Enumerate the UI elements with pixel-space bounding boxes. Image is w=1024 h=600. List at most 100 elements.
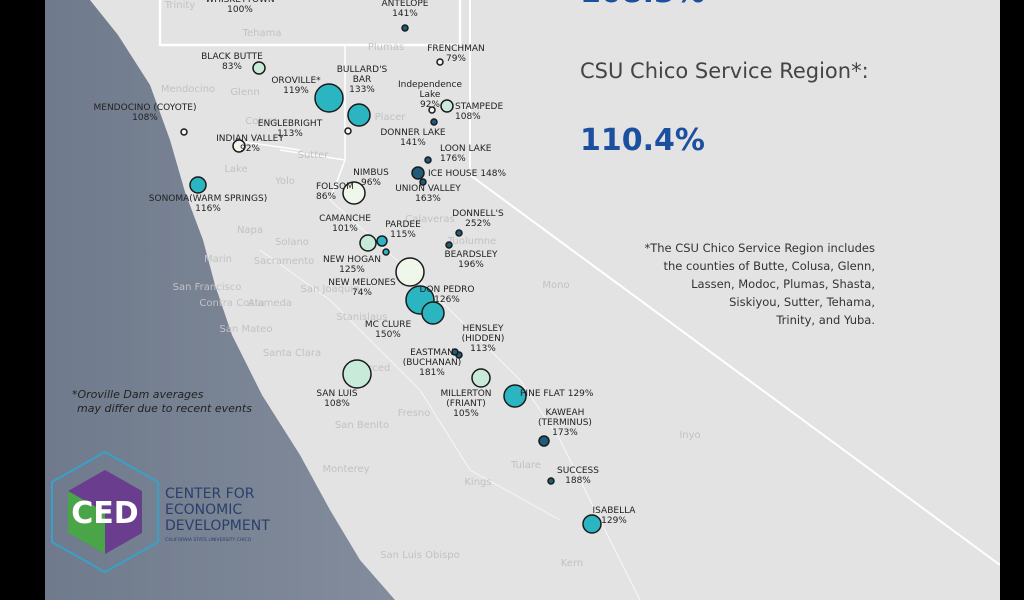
reservoir-marker bbox=[382, 248, 390, 256]
reservoir-name: NIMBUS bbox=[353, 168, 389, 178]
reservoir-name: KAWEAH bbox=[546, 408, 585, 418]
reservoir-pct: 176% bbox=[440, 154, 466, 164]
reservoir-name: HENSLEY bbox=[462, 324, 504, 334]
reservoir-pct: 148% bbox=[480, 169, 506, 179]
reservoir-marker bbox=[419, 178, 427, 186]
reservoir-pct: 173% bbox=[552, 428, 578, 438]
reservoir-pct: 129% bbox=[601, 516, 627, 526]
reservoir-name: DONNELL'S bbox=[452, 209, 504, 219]
place-label: San Luis Obispo bbox=[380, 550, 460, 561]
reservoir-name: Lake bbox=[420, 90, 441, 100]
place-label: San Benito bbox=[335, 420, 389, 431]
place-label: Merced bbox=[354, 363, 391, 374]
reservoir-name: SAN LUIS bbox=[316, 389, 357, 399]
reservoir-pct: 92% bbox=[240, 144, 260, 154]
headline-value: 108.3% bbox=[580, 0, 705, 10]
region-title: CSU Chico Service Region*: bbox=[580, 59, 869, 83]
reservoir-marker bbox=[376, 235, 388, 247]
reservoir-name: EASTMAN bbox=[410, 348, 454, 358]
reservoir-marker bbox=[342, 359, 372, 389]
place-label: Trinity bbox=[164, 0, 196, 11]
place-label: San Joaquin bbox=[301, 284, 360, 295]
reservoir-pct: 141% bbox=[400, 138, 426, 148]
reservoir-marker bbox=[252, 61, 266, 75]
place-label: Santa Clara bbox=[263, 348, 321, 359]
reservoir-marker bbox=[314, 83, 344, 113]
reservoir-pct: 196% bbox=[458, 260, 484, 270]
place-label: Alameda bbox=[248, 298, 292, 309]
reservoir-name: BAR bbox=[353, 75, 372, 85]
reservoir-name: DONNER LAKE bbox=[380, 128, 446, 138]
reservoir-name: FRENCHMAN bbox=[427, 44, 485, 54]
place-label: Sutter bbox=[298, 150, 330, 161]
reservoir-name: MENDOCINO (COYOTE) bbox=[94, 103, 197, 113]
reservoir-marker bbox=[428, 106, 436, 114]
reservoirs: WHISKEYTOWN100%ANTELOPE141%FRENCHMAN79%B… bbox=[94, 0, 637, 534]
reservoir-pct: 133% bbox=[349, 85, 375, 95]
place-label: Stanislaus bbox=[336, 312, 387, 323]
place-label: Monterey bbox=[322, 464, 369, 475]
reservoir-pct: 141% bbox=[392, 9, 418, 19]
logo-line: CENTER FOR bbox=[165, 486, 255, 502]
reservoir-pct: 83% bbox=[222, 62, 242, 72]
place-label: Contra Costa bbox=[199, 298, 264, 309]
place-label: Tulare bbox=[510, 460, 541, 471]
reservoir-marker bbox=[180, 128, 188, 136]
place-label: Glenn bbox=[230, 87, 259, 98]
note-line: Trinity, and Yuba. bbox=[775, 313, 875, 327]
place-label: San Francisco bbox=[173, 282, 242, 293]
reservoir-name: BULLARD'S bbox=[337, 65, 388, 75]
logo-hex bbox=[51, 450, 159, 574]
reservoir-name: SUCCESS bbox=[557, 466, 599, 476]
reservoir-marker bbox=[344, 127, 352, 135]
place-label: Placer bbox=[375, 112, 407, 123]
place-label: Kings bbox=[464, 477, 491, 488]
reservoir-pct: 108% bbox=[132, 113, 158, 123]
region-border bbox=[158, 0, 462, 47]
note-line: Lassen, Modoc, Plumas, Shasta, bbox=[691, 277, 875, 291]
reservoir-name: SONOMA(WARM SPRINGS) bbox=[149, 194, 267, 204]
reservoir-pct: 113% bbox=[277, 129, 303, 139]
reservoir-name: (FRIANT) bbox=[446, 399, 486, 409]
reservoir-marker bbox=[411, 166, 425, 180]
reservoir-marker bbox=[455, 229, 463, 237]
reservoir-name: CAMANCHE bbox=[319, 214, 371, 224]
reservoir-pct: 150% bbox=[375, 330, 401, 340]
right-edge bbox=[1000, 0, 1024, 600]
reservoir-name: MC CLURE bbox=[365, 320, 412, 330]
place-label: Napa bbox=[237, 225, 263, 236]
left-edge bbox=[0, 0, 45, 600]
reservoir-pct: 119% bbox=[283, 86, 309, 96]
reservoir-pct: 108% bbox=[324, 399, 350, 409]
place-label: Mendocino bbox=[161, 84, 215, 95]
note-line: *The CSU Chico Service Region includes bbox=[644, 241, 875, 255]
place-label: Sacramento bbox=[254, 256, 314, 267]
place-label: Mono bbox=[542, 280, 569, 291]
reservoir-name: INDIAN VALLEY bbox=[216, 134, 284, 144]
reservoir-marker bbox=[582, 514, 602, 534]
reservoir-marker bbox=[430, 118, 438, 126]
place-label: Tehama bbox=[242, 28, 282, 39]
reservoir-marker bbox=[189, 176, 207, 194]
reservoir-name: LOON LAKE bbox=[440, 144, 492, 154]
reservoir-marker bbox=[232, 139, 246, 153]
reservoir-name: (TERMINUS) bbox=[538, 418, 592, 428]
land bbox=[90, 0, 1000, 600]
reservoir-name: OROVILLE* bbox=[271, 76, 321, 86]
reservoir-name: NEW MELONES bbox=[328, 278, 396, 288]
reservoir-marker bbox=[451, 348, 459, 356]
logo-line: DEVELOPMENT bbox=[165, 518, 270, 534]
logo-sub: CALIFORNIA STATE UNIVERSITY CHICO bbox=[165, 537, 252, 543]
reservoir-pct: 116% bbox=[195, 204, 221, 214]
reservoir-pct: 105% bbox=[453, 409, 479, 419]
state-border bbox=[469, 0, 1001, 566]
reservoir-pct: 74% bbox=[352, 288, 372, 298]
reservoir-name: ISABELLA bbox=[593, 506, 637, 516]
reservoir-name: MILLERTON bbox=[440, 389, 491, 399]
reservoir-marker bbox=[538, 435, 550, 447]
reservoir-name: DON PEDRO bbox=[420, 285, 475, 295]
logo-hex-fill bbox=[68, 491, 105, 554]
reservoir-pct: 126% bbox=[434, 295, 460, 305]
